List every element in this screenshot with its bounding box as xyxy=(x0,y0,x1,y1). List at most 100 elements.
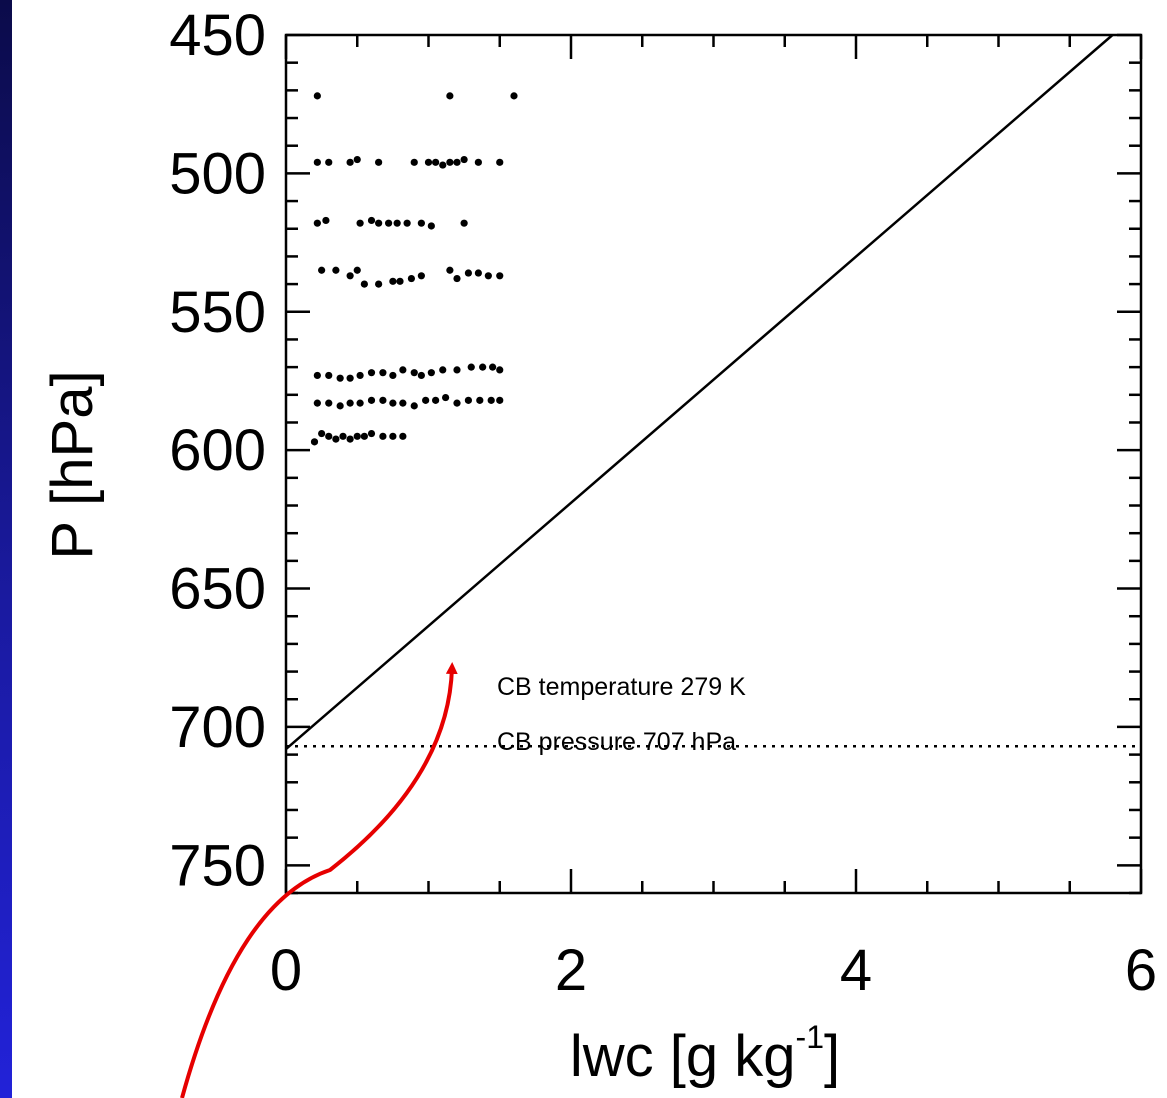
data-point xyxy=(379,369,387,377)
data-point xyxy=(367,369,376,377)
data-point xyxy=(339,432,347,440)
data-point xyxy=(353,432,361,440)
data-point xyxy=(427,369,435,377)
data-point xyxy=(417,371,425,380)
data-point xyxy=(399,432,407,440)
data-point xyxy=(313,92,321,100)
data-point xyxy=(479,363,487,371)
data-point xyxy=(325,158,333,166)
data-point xyxy=(496,158,504,166)
data-point xyxy=(393,219,401,227)
y-tick-label: 650 xyxy=(169,557,266,622)
y-tick-label: 550 xyxy=(169,280,266,345)
data-point xyxy=(325,371,333,380)
data-point xyxy=(367,429,376,438)
red-curved-arrow xyxy=(180,662,458,1098)
annotation-cb-temperature: CB temperature 279 K xyxy=(497,673,746,701)
data-point xyxy=(510,92,518,100)
data-point xyxy=(389,277,397,285)
data-point xyxy=(446,266,454,274)
data-point xyxy=(346,272,354,280)
data-point xyxy=(442,393,450,402)
data-point xyxy=(424,158,433,166)
data-point xyxy=(356,371,364,380)
data-point xyxy=(396,277,404,285)
data-point xyxy=(336,374,344,382)
data-point xyxy=(460,219,468,227)
data-point xyxy=(407,274,415,283)
y-tick-labels: 450 500 550 600 650 700 750 xyxy=(169,3,266,898)
data-point xyxy=(367,396,376,404)
y-tick-label: 600 xyxy=(169,418,266,483)
data-point xyxy=(313,399,321,407)
data-point xyxy=(417,272,425,280)
y-tick-label: 500 xyxy=(169,141,266,206)
data-point xyxy=(439,366,447,374)
data-point xyxy=(313,158,321,166)
data-point xyxy=(356,399,364,407)
data-point xyxy=(389,371,397,380)
data-point xyxy=(318,266,326,274)
data-point xyxy=(496,396,504,404)
data-point xyxy=(474,158,482,166)
data-point xyxy=(375,219,383,227)
x-tick-labels: 0 2 4 6 xyxy=(270,938,1157,1003)
data-point xyxy=(410,369,418,377)
data-point xyxy=(389,432,397,440)
data-point xyxy=(346,158,354,166)
y-tick-label: 750 xyxy=(169,833,266,898)
data-point xyxy=(496,366,504,374)
data-point xyxy=(318,429,326,438)
x-tick-label: 4 xyxy=(840,938,872,1003)
data-point xyxy=(389,399,397,407)
x-tick-label: 2 xyxy=(555,938,587,1003)
data-point xyxy=(484,272,492,280)
x-tick-label: 6 xyxy=(1125,938,1157,1003)
data-point xyxy=(427,222,435,230)
data-point xyxy=(322,216,330,225)
data-point xyxy=(346,435,354,443)
data-point xyxy=(489,363,497,371)
data-point xyxy=(356,219,364,227)
data-point xyxy=(417,219,425,227)
x-axis-title-superscript: -1 xyxy=(796,1019,824,1055)
data-point xyxy=(410,402,418,410)
data-point xyxy=(332,266,340,274)
data-point xyxy=(453,399,461,407)
data-point xyxy=(403,219,411,227)
data-point xyxy=(422,396,430,404)
annotation-cb-pressure: CB pressure 707 hPa xyxy=(497,728,736,756)
data-point xyxy=(313,219,321,227)
data-point xyxy=(476,396,484,404)
data-point xyxy=(446,158,454,166)
data-point xyxy=(336,402,344,410)
data-point xyxy=(346,374,354,382)
data-point xyxy=(332,435,340,443)
data-point xyxy=(360,280,368,288)
data-point xyxy=(325,432,333,440)
data-point xyxy=(353,155,361,164)
data-point xyxy=(399,399,407,407)
data-point xyxy=(367,216,376,225)
data-point xyxy=(432,396,440,404)
data-point xyxy=(313,371,321,380)
y-axis-title: P [hPa] xyxy=(40,370,105,559)
data-point xyxy=(453,274,461,283)
data-point xyxy=(453,366,461,374)
plot-panel xyxy=(12,0,1167,1098)
data-point xyxy=(432,158,440,166)
data-point xyxy=(496,272,504,280)
data-point xyxy=(446,92,454,100)
x-tick-label: 0 xyxy=(270,938,302,1003)
data-point xyxy=(375,280,383,288)
data-point xyxy=(410,158,418,166)
x-axis-title-main: lwc [g kg xyxy=(570,1024,796,1089)
data-point xyxy=(310,438,319,446)
data-point xyxy=(474,269,482,277)
adiabatic-lwc-line xyxy=(285,34,1114,751)
x-axis-title: lwc [g kg-1] xyxy=(570,1019,840,1089)
data-point xyxy=(360,432,368,440)
y-tick-label: 700 xyxy=(169,695,266,760)
data-point xyxy=(325,399,333,407)
